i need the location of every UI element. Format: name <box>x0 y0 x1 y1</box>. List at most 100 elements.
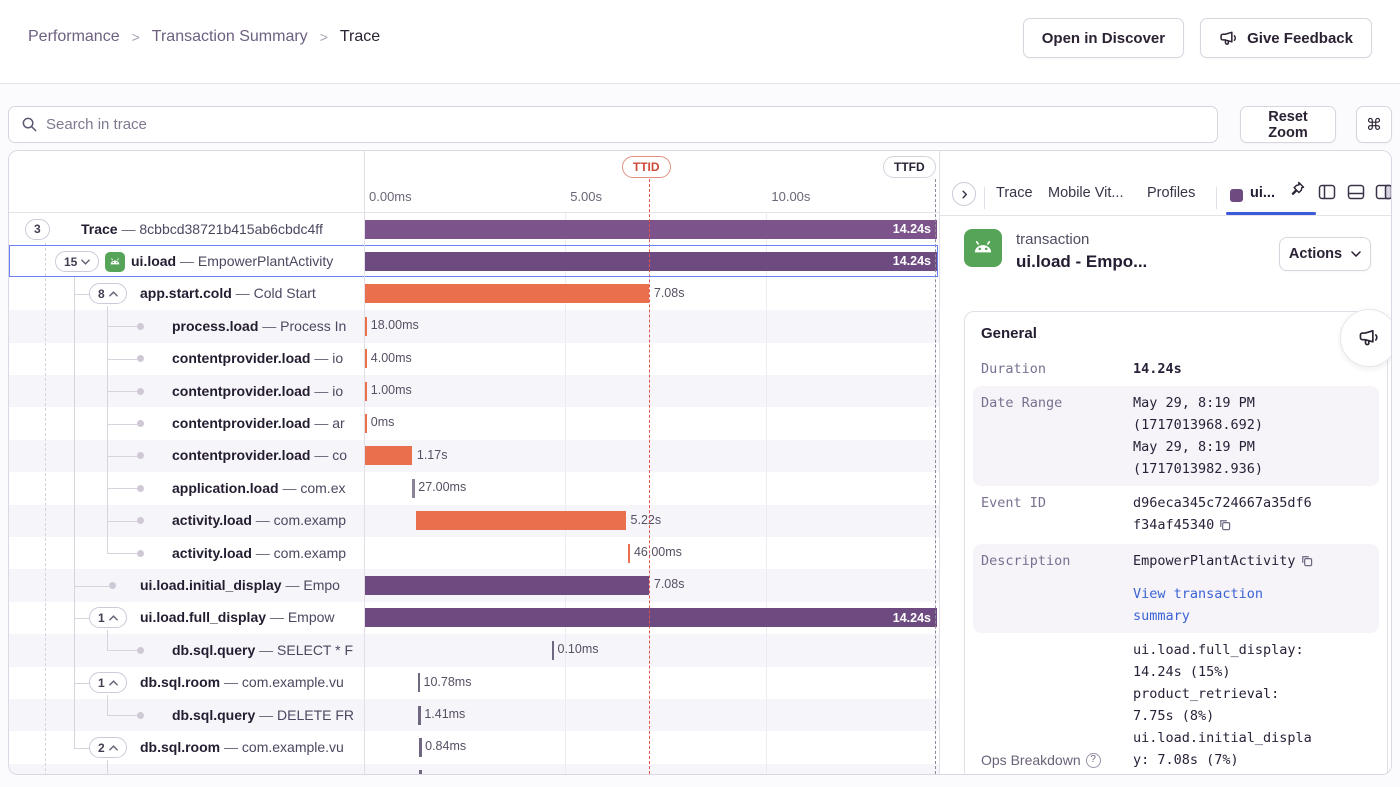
dock-right-icon <box>1375 184 1391 200</box>
feedback-floating-button[interactable] <box>1340 309 1391 367</box>
span-duration-bar[interactable] <box>364 575 649 595</box>
tree-connector-dot <box>109 582 116 590</box>
trace-row-activity-load[interactable]: activity.load — com.examp 46.00ms <box>9 537 939 569</box>
shortcut-command-button[interactable]: ⌘ <box>1356 106 1392 143</box>
span-duration-tick[interactable] <box>551 640 554 660</box>
span-children-toggle[interactable]: 2 <box>89 737 127 759</box>
dock-left-button[interactable] <box>1318 184 1336 200</box>
trace-row-db-sql-query[interactable]: db.sql.query — DELETE FR 1.41ms <box>9 699 939 731</box>
tab-profiles[interactable]: Profiles <box>1147 185 1196 201</box>
kv-key-label: Date Range <box>981 395 1063 411</box>
span-duration-bar[interactable] <box>415 511 626 531</box>
span-duration-tick[interactable] <box>627 543 631 563</box>
span-children-toggle[interactable]: 1 <box>89 672 127 694</box>
trace-row-db-sql-query[interactable]: db.sql.query — SELECT * F 0.10ms <box>9 634 939 666</box>
breadcrumb-transaction-summary[interactable]: Transaction Summary <box>151 28 308 45</box>
tab-ui-load-active[interactable]: ui... <box>1250 185 1275 201</box>
span-duration-tick[interactable] <box>364 316 368 336</box>
trace-row-contentprovider-load[interactable]: contentprovider.load — co 1.17s <box>9 440 939 472</box>
span-separator: — <box>310 447 333 464</box>
trace-row-trace[interactable]: 3 Trace — 8cbbcd38721b415ab6cbdc4ff 14.24s <box>9 213 939 245</box>
trace-row-contentprovider-load[interactable]: contentprovider.load — io 4.00ms <box>9 343 939 375</box>
actions-dropdown-button[interactable]: Actions <box>1279 237 1371 271</box>
span-children-toggle[interactable]: 8 <box>89 283 127 305</box>
span-name-cell: 2 db.sql.room — com.example.vu <box>9 731 364 763</box>
trace-row-contentprovider-load[interactable]: contentprovider.load — io 1.00ms <box>9 375 939 407</box>
span-duration-bar[interactable] <box>364 446 412 466</box>
trace-row-db-sql-room[interactable]: 2 db.sql.room — com.example.vu 0.84ms <box>9 731 939 763</box>
span-description: SELECT * F <box>277 641 354 658</box>
tree-connector-line <box>74 747 89 749</box>
dock-right-button[interactable] <box>1375 184 1391 200</box>
span-separator: — <box>278 479 301 496</box>
span-separator: — <box>310 415 333 432</box>
span-duration-tick[interactable] <box>418 705 421 725</box>
kv-key: Ops Breakdown ? <box>981 749 1133 771</box>
span-duration-tick[interactable] <box>419 737 422 757</box>
span-separator: — <box>251 512 274 529</box>
row-stripe <box>9 763 939 774</box>
span-children-toggle[interactable]: 1 <box>89 607 127 629</box>
span-bar-cell: 7.08s <box>364 278 939 310</box>
copy-icon[interactable] <box>1218 516 1231 538</box>
android-platform-icon <box>964 229 1002 267</box>
collapse-panel-button[interactable] <box>952 182 976 206</box>
breadcrumb-performance[interactable]: Performance <box>28 28 120 45</box>
pin-tab-button[interactable] <box>1287 180 1306 199</box>
tree-connector-dot <box>137 711 144 719</box>
tab-trace[interactable]: Trace <box>996 185 1033 201</box>
tree-chart-resizer[interactable] <box>364 151 365 774</box>
active-tab-underline <box>1226 212 1316 215</box>
span-name-cell: contentprovider.load — co <box>9 440 364 472</box>
chevron-up-icon <box>108 744 118 751</box>
trace-row-db-sql-room[interactable]: 1 db.sql.room — com.example.vu 10.78ms <box>9 667 939 699</box>
span-children-toggle[interactable]: 3 <box>25 218 50 240</box>
span-duration-bar[interactable]: 14.24s <box>364 608 937 628</box>
search-input[interactable] <box>46 116 1205 133</box>
span-duration-bar[interactable]: 14.24s <box>364 251 937 271</box>
trace-row-ui-load[interactable]: 15 ui.load — EmpowerPlantActivity 14.24s <box>9 245 939 277</box>
trace-row-ui-load-full-display[interactable]: 1 ui.load.full_display — Empow 14.24s <box>9 602 939 634</box>
ttid-badge: TTID <box>621 156 671 178</box>
span-bar-cell: 1.41ms <box>364 699 939 731</box>
kv-value-line: ui.load.initial_displa <box>1133 730 1312 746</box>
span-duration-bar[interactable]: 14.24s <box>364 219 937 239</box>
copy-icon[interactable] <box>1300 552 1313 574</box>
span-duration-tick[interactable] <box>412 478 415 498</box>
span-duration-tick[interactable] <box>364 381 368 401</box>
trace-row-ui-load-initial-display[interactable]: ui.load.initial_display — Empo 7.08s <box>9 569 939 601</box>
trace-row-contentprovider-load[interactable]: contentprovider.load — ar 0ms <box>9 407 939 439</box>
span-op: contentprovider.load <box>172 447 311 464</box>
span-children-toggle[interactable]: 15 <box>55 251 100 273</box>
span-duration-label: 0.10ms <box>557 642 599 657</box>
span-duration-bar[interactable] <box>364 284 649 304</box>
span-label: db.sql.room — com.example.vu <box>140 674 344 690</box>
span-duration-label: 46.00ms <box>633 545 682 559</box>
span-duration-tick[interactable] <box>417 673 421 693</box>
timeline-header <box>9 151 939 213</box>
trace-row-app-start-cold[interactable]: 8 app.start.cold — Cold Start 7.08s <box>9 278 939 310</box>
open-in-discover-button[interactable]: Open in Discover <box>1022 18 1185 58</box>
span-duration-tick[interactable] <box>364 349 368 369</box>
kv-value-line: May 29, 8:19 PM <box>1133 395 1255 411</box>
span-op: activity.load <box>172 544 252 561</box>
tree-connector-line <box>74 618 89 619</box>
span-description: 8cbbcd38721b415ab6cbdc4ff <box>139 220 323 237</box>
view-transaction-summary-link[interactable]: View transaction summary <box>1133 586 1264 624</box>
span-duration-tick[interactable] <box>364 413 368 433</box>
span-duration-label: 14.24s <box>892 222 931 236</box>
span-separator: — <box>251 544 274 561</box>
reset-zoom-button[interactable]: Reset Zoom <box>1240 106 1336 143</box>
transaction-color-swatch <box>1230 189 1243 202</box>
span-label: ui.load — EmpowerPlantActivity <box>131 253 333 269</box>
trace-row-activity-load[interactable]: activity.load — com.examp 5.22s <box>9 505 939 537</box>
dock-bottom-button[interactable] <box>1347 184 1365 200</box>
span-duration-tick[interactable] <box>419 770 422 774</box>
help-icon[interactable]: ? <box>1085 752 1101 768</box>
tab-mobile-vitals[interactable]: Mobile Vit... <box>1048 185 1124 201</box>
trace-row-application-load[interactable]: application.load — com.ex 27.00ms <box>9 472 939 504</box>
trace-row-db-sql-query[interactable]: db.sql.query — INSERT OR 2.78ms <box>9 764 939 774</box>
trace-row-process-load[interactable]: process.load — Process In 18.00ms <box>9 310 939 342</box>
give-feedback-button[interactable]: Give Feedback <box>1200 18 1372 58</box>
span-bar-cell: 14.24s <box>364 245 939 277</box>
